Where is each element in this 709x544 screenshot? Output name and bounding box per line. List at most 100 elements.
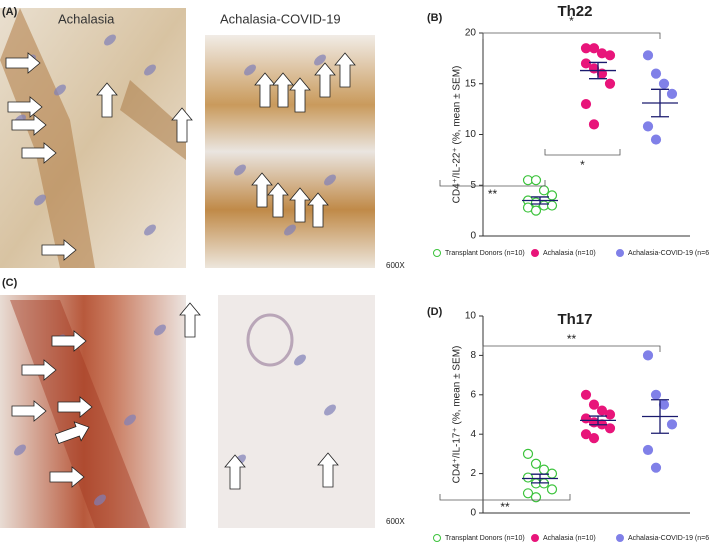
data-point	[658, 399, 670, 410]
arrow	[314, 62, 336, 98]
arrow	[11, 400, 47, 422]
data-point	[522, 472, 534, 483]
y-tick-label: 15	[465, 78, 477, 89]
significance-label: **	[488, 187, 498, 201]
data-point	[650, 68, 662, 79]
significance-bracket	[482, 32, 661, 39]
nucleus	[284, 224, 296, 236]
chart-title: Th22	[557, 3, 592, 20]
legend-label: Achalasia-COVID-19 (n=6)	[628, 250, 709, 257]
y-tick-label: 10	[465, 129, 477, 140]
legend-label: Achalasia-COVID-19 (n=6)	[628, 535, 709, 542]
micrograph	[218, 295, 375, 528]
data-point	[642, 121, 654, 132]
y-tick-label: 10	[465, 311, 477, 322]
legend-marker	[531, 249, 539, 257]
data-point	[642, 50, 654, 61]
data-point	[666, 88, 678, 100]
y-tick-label: 20	[465, 28, 477, 39]
data-point	[580, 429, 592, 440]
arrow	[21, 359, 57, 381]
nucleus	[34, 194, 46, 206]
significance-label: **	[567, 332, 577, 346]
arrow	[41, 239, 77, 261]
arrow	[251, 172, 273, 208]
arrow	[5, 52, 41, 74]
data-point	[604, 50, 616, 61]
significance-bracket	[439, 180, 546, 187]
legend-marker	[616, 249, 624, 257]
arrow	[289, 187, 311, 223]
y-tick-label: 0	[470, 231, 476, 242]
data-point	[588, 433, 600, 444]
legend-marker	[433, 534, 441, 542]
data-point	[650, 389, 662, 400]
y-tick-label: 4	[470, 429, 476, 440]
arrow	[7, 96, 43, 118]
arrow	[267, 182, 289, 218]
arrow	[254, 72, 276, 108]
data-point	[604, 423, 616, 434]
y-tick-label: 2	[470, 468, 476, 479]
nucleus	[154, 324, 166, 336]
panel-label: (A)	[2, 6, 18, 18]
data-point	[546, 200, 558, 211]
nucleus	[144, 64, 156, 76]
data-point	[588, 119, 600, 130]
panel-label: (C)	[2, 277, 18, 289]
stain	[0, 8, 95, 268]
nucleus	[294, 354, 306, 366]
legend-marker	[433, 249, 441, 257]
arrow	[289, 77, 311, 113]
arrow	[54, 421, 90, 445]
nucleus	[94, 494, 106, 506]
y-tick-label: 8	[470, 350, 476, 361]
y-axis-label: CD4⁺/IL-22⁺ (%, mean ± SEM)	[452, 66, 463, 204]
data-point	[596, 405, 608, 416]
data-point	[642, 444, 654, 456]
data-point	[588, 399, 600, 410]
chart-title: Th17	[557, 311, 592, 328]
significance-label: *	[569, 14, 574, 28]
legend-marker	[531, 534, 539, 542]
legend-label: Achalasia (n=10)	[543, 250, 596, 257]
arrow	[49, 466, 85, 488]
arrow	[224, 454, 246, 490]
data-point	[658, 78, 670, 89]
nucleus	[54, 84, 66, 96]
arrow	[307, 192, 329, 228]
data-point	[538, 185, 550, 196]
nucleus	[324, 404, 336, 416]
data-point	[530, 458, 542, 469]
data-point	[642, 350, 654, 361]
data-point	[530, 205, 542, 216]
stain	[246, 313, 294, 367]
significance-label: **	[500, 500, 510, 514]
data-point	[546, 484, 558, 495]
data-point	[650, 462, 662, 473]
nucleus	[104, 34, 116, 46]
panel-label: (D)	[427, 306, 443, 318]
y-tick-label: 5	[470, 180, 476, 191]
data-point	[666, 419, 678, 430]
nucleus	[244, 64, 256, 76]
data-point	[522, 488, 534, 499]
stain	[120, 80, 186, 160]
arrow	[171, 107, 193, 143]
significance-bracket	[544, 149, 621, 156]
nucleus	[144, 224, 156, 236]
arrow	[11, 114, 47, 136]
y-tick-label: 0	[470, 508, 476, 519]
data-point	[580, 58, 592, 69]
legend-label: Transplant Donors (n=10)	[445, 250, 525, 257]
arrow	[334, 52, 356, 88]
data-point	[530, 175, 542, 186]
arrows	[5, 52, 356, 490]
panel-label: (B)	[427, 12, 443, 24]
data-point	[530, 492, 542, 503]
data-point	[580, 389, 592, 400]
significance-label: *	[580, 158, 585, 172]
data-point	[580, 98, 592, 110]
nucleus	[314, 54, 326, 66]
